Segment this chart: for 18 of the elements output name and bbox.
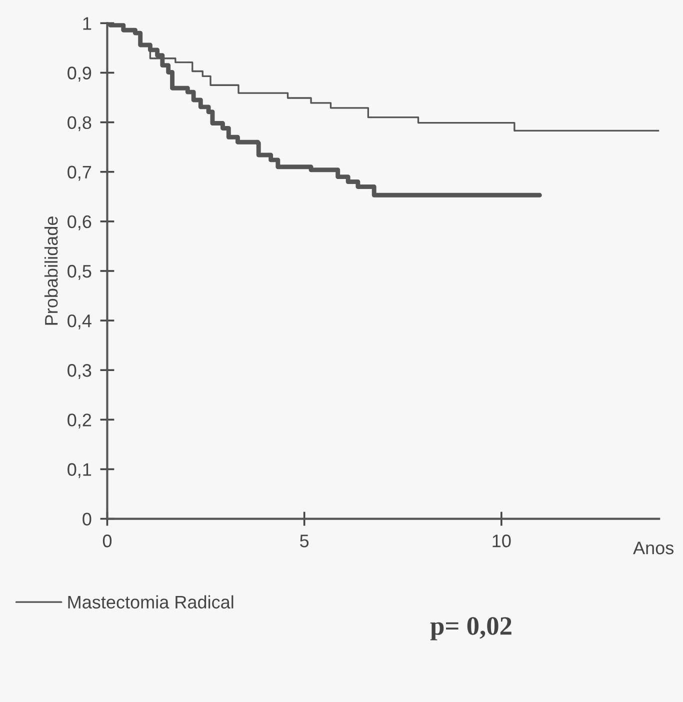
x-tick-label: 0 — [102, 534, 112, 548]
y-tick-label: 0,5 — [68, 264, 92, 280]
text: p= 0,02 — [430, 617, 512, 640]
y-tick-label: 1 — [83, 17, 92, 30]
x-tick-label: 10 — [492, 534, 511, 548]
y-tick-label: 0,1 — [68, 463, 92, 478]
y-axis-title: Probabilidade — [44, 216, 58, 325]
x-tick-label: 5 — [300, 534, 309, 548]
y-tick-label: 0,6 — [68, 215, 92, 230]
legend-label: Mastectomia Radical — [68, 595, 234, 609]
y-tick-label: 0,7 — [68, 166, 92, 181]
y-tick-label: 0,9 — [68, 66, 92, 82]
y-tick-label: 0,4 — [68, 314, 92, 330]
x-axis-title: Anos — [633, 542, 674, 554]
y-tick-label: 0,2 — [68, 414, 92, 429]
y-tick-label: 0,3 — [68, 364, 92, 379]
y-tick-label: 0,8 — [68, 116, 92, 132]
y-tick-label: 0 — [82, 512, 92, 526]
